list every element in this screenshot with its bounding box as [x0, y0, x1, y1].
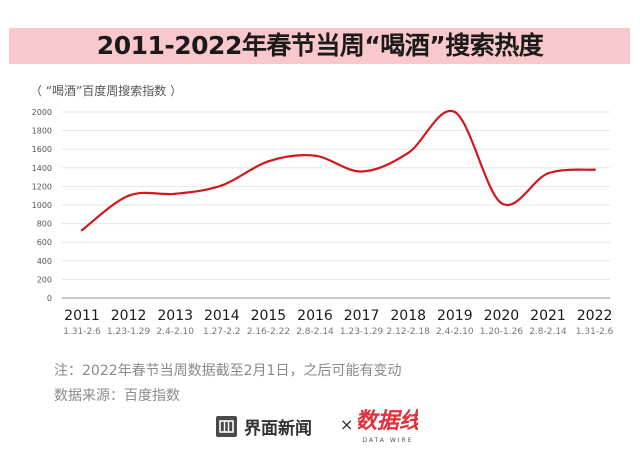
data-point: [453, 110, 456, 114]
title-band: [9, 28, 630, 64]
data-point: [80, 228, 84, 232]
y-tick-label: 1600: [32, 145, 52, 154]
x-tick-sublabel: 1.31-2.6: [576, 327, 614, 337]
x-tick-sublabel: 2.8-2.14: [529, 327, 567, 337]
x-tick-sublabel: 2.12-2.18: [387, 327, 431, 337]
data-source: 数据来源：百度指数: [54, 388, 180, 404]
x-tick-sublabel: 2.4-2.10: [436, 327, 474, 337]
y-axis-unit-label: （ “喝酒”百度周搜索指数 ）: [30, 84, 183, 98]
data-point: [407, 151, 410, 155]
datawire-logo-subtext: DATA WIRE: [362, 437, 413, 444]
times-separator: ×: [340, 415, 354, 434]
x-tick-label: 2012: [111, 308, 147, 324]
x-tick-sublabel: 2.16-2.22: [247, 327, 290, 337]
datawire-logo: 数据线 DATA WIRE: [358, 409, 418, 444]
y-tick-label: 0: [47, 294, 52, 303]
x-tick-sublabel: 1.31-2.6: [63, 327, 101, 337]
datawire-logo-text: 数据线: [358, 409, 418, 434]
brand-name: 界面新闻: [244, 419, 312, 439]
x-tick-sublabel: 1.27-2.2: [203, 327, 241, 337]
line-chart: 0 200 400 600 800 1000 1200 1400 1600 1800 2000 201…: [32, 108, 614, 337]
x-tick-label: 2019: [437, 308, 473, 324]
x-tick-sublabel: 1.20-1.26: [480, 327, 524, 337]
x-tick-label: 2011: [64, 308, 100, 324]
x-tick-sublabel: 2.8-2.14: [296, 327, 334, 337]
data-point: [127, 194, 130, 197]
data-point: [546, 172, 550, 175]
y-tick-label: 600: [37, 238, 52, 247]
data-point: [174, 192, 177, 196]
x-tick-label: 2017: [344, 308, 380, 324]
y-tick-label: 1000: [32, 201, 52, 210]
data-point: [593, 168, 596, 171]
chart-note: 注：2022年春节当周数据截至2月1日，之后可能有变动: [54, 363, 402, 379]
x-tick-label: 2013: [157, 308, 193, 324]
x-tick-label: 2016: [297, 308, 333, 324]
jiemian-logo-icon: [216, 416, 237, 437]
y-tick-label: 200: [37, 275, 52, 284]
data-point: [360, 170, 363, 173]
y-tick-label: 1400: [32, 164, 52, 173]
y-tick-label: 800: [37, 220, 52, 229]
y-tick-label: 1800: [32, 127, 52, 136]
y-tick-label: 2000: [32, 108, 52, 117]
chart-title: 2011-2022年春节当周“喝酒”搜索热度: [96, 31, 544, 60]
data-point: [220, 184, 223, 187]
x-tick-label: 2014: [204, 308, 240, 324]
series-line: [80, 109, 596, 232]
x-tick-sublabel: 2.4-2.10: [156, 327, 194, 337]
x-tick-label: 2020: [484, 308, 520, 324]
x-tick-sublabel: 1.23-1.29: [107, 327, 151, 337]
x-tick-sublabel: 1.23-1.29: [340, 327, 384, 337]
data-point: [313, 154, 317, 157]
x-tick-label: 2022: [577, 308, 613, 324]
y-tick-label: 1200: [32, 182, 52, 191]
data-point: [267, 160, 270, 163]
x-tick-label: 2018: [390, 308, 426, 324]
y-tick-label: 400: [37, 257, 52, 266]
x-tick-label: 2021: [530, 308, 566, 324]
data-point: [500, 201, 503, 205]
x-tick-label: 2015: [251, 308, 287, 324]
